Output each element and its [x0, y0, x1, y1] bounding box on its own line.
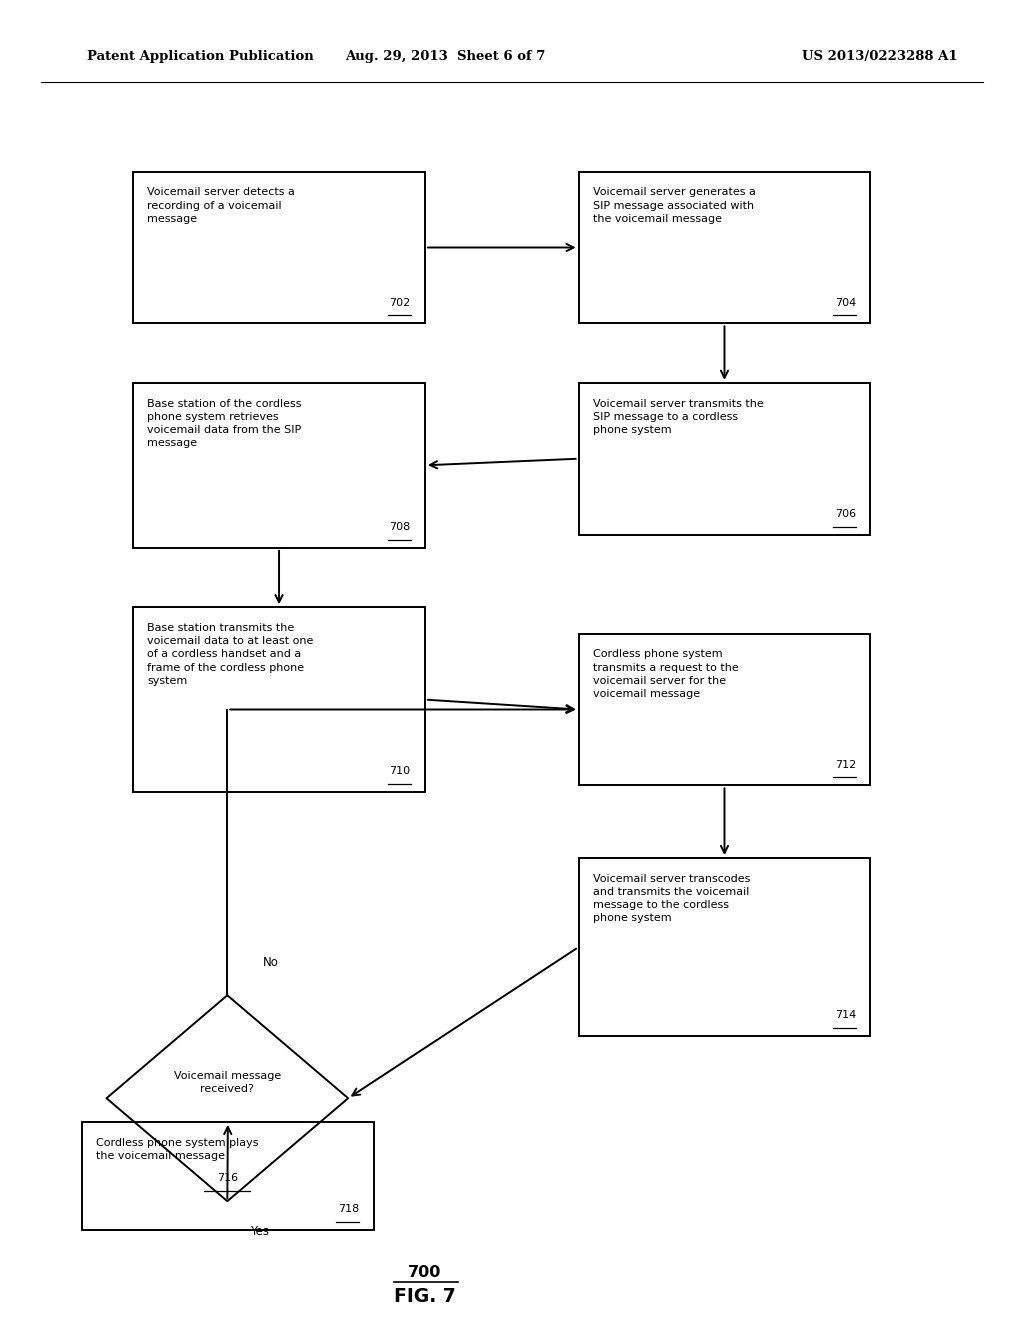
- Bar: [579, 172, 870, 323]
- Bar: [579, 383, 870, 535]
- Text: Voicemail server detects a
recording of a voicemail
message: Voicemail server detects a recording of …: [147, 187, 295, 224]
- Text: No: No: [263, 956, 280, 969]
- Text: Voicemail server transmits the
SIP message to a cordless
phone system: Voicemail server transmits the SIP messa…: [593, 399, 764, 436]
- Text: Cordless phone system
transmits a request to the
voicemail server for the
voicem: Cordless phone system transmits a reques…: [593, 649, 738, 700]
- Text: Yes: Yes: [250, 1225, 269, 1238]
- Text: 702: 702: [389, 297, 411, 308]
- Bar: [579, 634, 870, 785]
- Text: Voicemail message
received?: Voicemail message received?: [174, 1071, 281, 1094]
- Polygon shape: [106, 995, 348, 1201]
- Text: Patent Application Publication: Patent Application Publication: [87, 50, 313, 63]
- Text: 708: 708: [389, 521, 411, 532]
- Text: Voicemail server transcodes
and transmits the voicemail
message to the cordless
: Voicemail server transcodes and transmit…: [593, 874, 751, 924]
- Text: FIG. 7: FIG. 7: [394, 1287, 456, 1305]
- Text: Aug. 29, 2013  Sheet 6 of 7: Aug. 29, 2013 Sheet 6 of 7: [345, 50, 546, 63]
- Text: Cordless phone system plays
the voicemail message: Cordless phone system plays the voicemai…: [96, 1138, 259, 1162]
- Text: 716: 716: [217, 1172, 238, 1183]
- Text: Base station of the cordless
phone system retrieves
voicemail data from the SIP
: Base station of the cordless phone syste…: [147, 399, 302, 449]
- Bar: [133, 172, 425, 323]
- Bar: [133, 383, 425, 548]
- Text: Base station transmits the
voicemail data to at least one
of a cordless handset : Base station transmits the voicemail dat…: [147, 623, 313, 686]
- Text: US 2013/0223288 A1: US 2013/0223288 A1: [802, 50, 957, 63]
- Text: 712: 712: [835, 759, 856, 770]
- Text: Voicemail server generates a
SIP message associated with
the voicemail message: Voicemail server generates a SIP message…: [593, 187, 756, 224]
- Bar: [133, 607, 425, 792]
- Text: 714: 714: [835, 1010, 856, 1020]
- Bar: [579, 858, 870, 1036]
- Text: 704: 704: [835, 297, 856, 308]
- Text: 700: 700: [409, 1265, 441, 1280]
- Text: 718: 718: [338, 1204, 359, 1214]
- Text: 710: 710: [389, 766, 411, 776]
- Bar: [82, 1122, 374, 1230]
- Text: 706: 706: [835, 508, 856, 519]
